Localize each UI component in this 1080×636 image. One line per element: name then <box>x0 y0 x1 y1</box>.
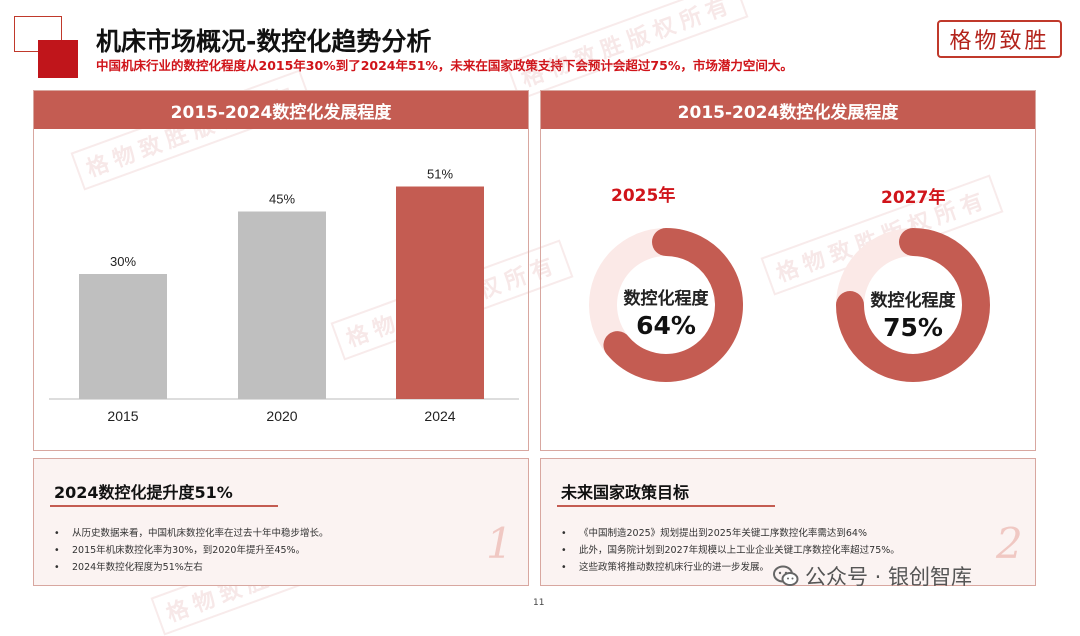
donut-charts <box>589 228 990 382</box>
list-item: 2015年机床数控化率为30%，到2020年提升至45%。 <box>54 542 329 559</box>
bar-value-label: 51% <box>427 167 453 182</box>
x-tick-label: 2024 <box>424 408 455 424</box>
page-subtitle: 中国机床行业的数控化程度从2015年30%到了2024年51%，未来在国家政策支… <box>96 58 793 73</box>
bar-chart: 30% 2015 45% 2020 51% 2024 <box>49 167 519 424</box>
x-tick-label: 2015 <box>107 408 138 424</box>
list-item: 此外，国务院计划到2027年规模以上工业企业关键工序数控化率超过75%。 <box>561 542 900 559</box>
summary-box-2-title: 未来国家政策目标 <box>561 483 690 502</box>
donut-center-value-2027: 75% <box>883 313 943 342</box>
wechat-text: 公众号 · 银创智库 <box>805 565 973 589</box>
summary-box-2-underline <box>557 505 775 507</box>
list-item: 这些政策将推动数控机床行业的进一步发展。 <box>561 559 900 576</box>
bar-2020 <box>238 211 326 399</box>
page-number: 11 <box>533 598 545 608</box>
donut-center-label-2027: 数控化程度 <box>870 291 956 311</box>
wechat-account: 公众号 · 银创智库 <box>773 561 972 591</box>
summary-box-1-list: 从历史数据来看，中国机床数控化率在过去十年中稳步增长。 2015年机床数控化率为… <box>54 525 329 576</box>
corner-decoration-fill <box>38 40 78 78</box>
summary-box-1-title: 2024数控化提升度51% <box>54 483 233 502</box>
bar-value-label: 45% <box>269 192 295 207</box>
summary-box-2: 未来国家政策目标 《中国制造2025》规划提出到2025年关键工序数控化率需达到… <box>540 458 1036 586</box>
wechat-icon <box>773 565 799 587</box>
bar-chart-header: 2015-2024数控化发展程度 <box>34 91 528 129</box>
donut-center-value-2025: 64% <box>636 311 696 340</box>
page-title: 机床市场概况-数控化趋势分析 <box>96 27 432 56</box>
donut-arc-2027年 <box>836 228 990 382</box>
summary-box-1-underline <box>50 505 278 507</box>
donut-year-2025: 2025年 <box>611 186 676 206</box>
donut-year-2027: 2027年 <box>881 188 946 208</box>
watermark: 格物致胜版权所有 <box>505 0 749 101</box>
list-item: 2024年数控化程度为51%左右 <box>54 559 329 576</box>
donut-chart-panel: 2015-2024数控化发展程度 2025年 2027年 数控化程度 64% 数… <box>540 90 1036 451</box>
bar-2024 <box>396 186 484 399</box>
donut-chart-header: 2015-2024数控化发展程度 <box>541 91 1035 129</box>
box-number-1: 1 <box>486 519 513 568</box>
bar-2015 <box>79 274 167 399</box>
box-number-2: 2 <box>996 519 1023 568</box>
list-item: 从历史数据来看，中国机床数控化率在过去十年中稳步增长。 <box>54 525 329 542</box>
donut-arc-2025年 <box>603 228 743 382</box>
donut-center-label-2025: 数控化程度 <box>623 289 709 309</box>
list-item: 《中国制造2025》规划提出到2025年关键工序数控化率需达到64% <box>561 525 900 542</box>
summary-box-2-list: 《中国制造2025》规划提出到2025年关键工序数控化率需达到64% 此外，国务… <box>561 525 900 576</box>
summary-box-1: 2024数控化提升度51% 从历史数据来看，中国机床数控化率在过去十年中稳步增长… <box>33 458 529 586</box>
brand-logo: 格物致胜 <box>937 20 1062 58</box>
bar-chart-panel: 2015-2024数控化发展程度 30% 2015 45% 2020 51% 2024 <box>33 90 529 451</box>
x-tick-label: 2020 <box>266 408 297 424</box>
bar-value-label: 30% <box>110 254 136 269</box>
